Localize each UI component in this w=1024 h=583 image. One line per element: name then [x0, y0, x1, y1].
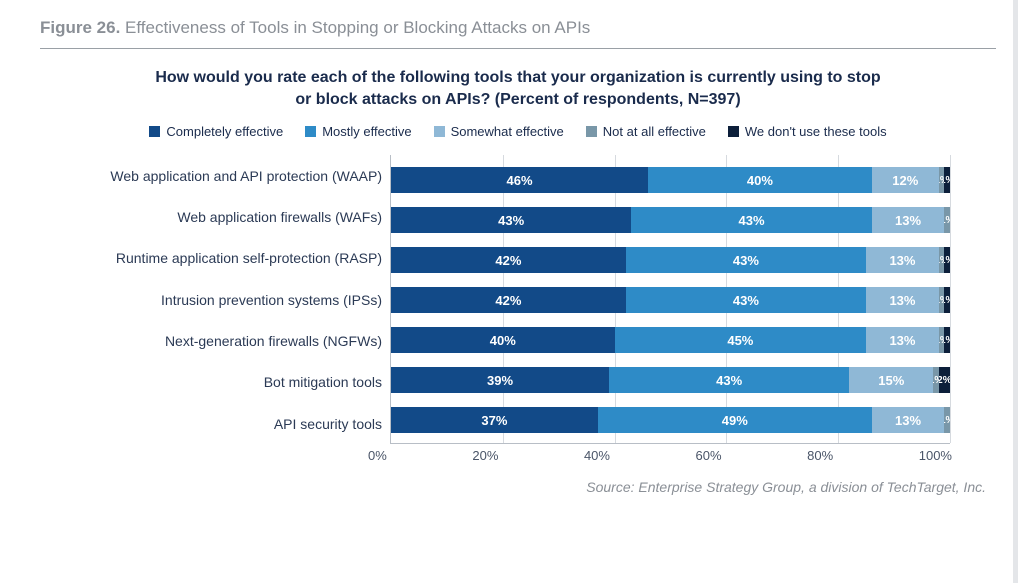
category-label: Web application and API protection (WAAP…	[50, 156, 382, 196]
bar-row: 42%43%13%1%1%	[391, 287, 950, 313]
figure-title: Figure 26. Effectiveness of Tools in Sto…	[40, 18, 996, 38]
legend-swatch	[305, 126, 316, 137]
figure-title-text: Effectiveness of Tools in Stopping or Bl…	[125, 18, 590, 37]
bar-segment: 13%	[872, 407, 945, 433]
bar-segment: 1%	[944, 407, 950, 433]
plot-area: 46%40%12%1%1%43%43%13%1%42%43%13%1%1%42%…	[390, 155, 950, 444]
legend: Completely effective Mostly effective Some…	[40, 124, 996, 139]
category-label: Next-generation firewalls (NGFWs)	[50, 321, 382, 361]
bar-segment: 37%	[391, 407, 598, 433]
bar-segment: 1%	[944, 207, 950, 233]
bar-row: 46%40%12%1%1%	[391, 167, 950, 193]
bar-segment: 13%	[866, 287, 939, 313]
bar-segment: 1%	[944, 287, 950, 313]
legend-label: Not at all effective	[603, 124, 706, 139]
legend-swatch	[728, 126, 739, 137]
bar-segment: 15%	[849, 367, 933, 393]
bar-row: 43%43%13%1%	[391, 207, 950, 233]
bar-segment: 40%	[648, 167, 872, 193]
scrollbar-track	[1013, 0, 1018, 583]
bar-segment: 1%	[944, 327, 950, 353]
bar-row: 42%43%13%1%1%	[391, 247, 950, 273]
bars-container: 46%40%12%1%1%43%43%13%1%42%43%13%1%1%42%…	[391, 163, 950, 443]
legend-label: We don't use these tools	[745, 124, 887, 139]
bar-segment: 1%	[944, 247, 950, 273]
bar-segment: 45%	[615, 327, 867, 353]
bar-segment: 42%	[391, 247, 626, 273]
bar-segment: 1%	[944, 167, 950, 193]
bar-row: 37%49%13%1%	[391, 407, 950, 433]
bar-segment: 13%	[872, 207, 945, 233]
legend-label: Mostly effective	[322, 124, 411, 139]
bar-segment: 43%	[609, 367, 849, 393]
legend-item: We don't use these tools	[728, 124, 887, 139]
bar-segment: 43%	[391, 207, 631, 233]
figure-label: Figure 26.	[40, 18, 120, 37]
chart-title: How would you rate each of the following…	[148, 67, 888, 110]
source-attribution: Source: Enterprise Strategy Group, a div…	[40, 479, 996, 495]
category-label: Runtime application self-protection (RAS…	[50, 238, 382, 278]
category-label: Bot mitigation tools	[50, 362, 382, 402]
category-label: API security tools	[50, 404, 382, 444]
legend-label: Somewhat effective	[451, 124, 564, 139]
legend-swatch	[586, 126, 597, 137]
legend-item: Not at all effective	[586, 124, 706, 139]
bar-segment: 46%	[391, 167, 648, 193]
y-axis-labels: Web application and API protection (WAAP…	[50, 155, 390, 444]
bar-segment: 13%	[866, 247, 939, 273]
legend-item: Somewhat effective	[434, 124, 564, 139]
legend-swatch	[149, 126, 160, 137]
bar-row: 40%45%13%1%1%	[391, 327, 950, 353]
title-divider	[40, 48, 996, 49]
bar-segment: 12%	[872, 167, 939, 193]
x-tick-label: 80%	[807, 448, 833, 463]
bar-row: 39%43%15%1%2%	[391, 367, 950, 393]
legend-swatch	[434, 126, 445, 137]
x-axis: 0% 20% 40% 60% 80% 100%	[368, 448, 952, 463]
x-tick-label: 60%	[696, 448, 722, 463]
bar-segment: 40%	[391, 327, 615, 353]
legend-item: Mostly effective	[305, 124, 411, 139]
x-axis-row: 0% 20% 40% 60% 80% 100%	[40, 444, 996, 463]
legend-item: Completely effective	[149, 124, 283, 139]
gridline	[950, 155, 951, 443]
bar-segment: 49%	[598, 407, 872, 433]
bar-segment: 2%	[939, 367, 950, 393]
bar-segment: 43%	[631, 207, 871, 233]
category-label: Web application firewalls (WAFs)	[50, 197, 382, 237]
x-tick-label: 0%	[368, 448, 387, 463]
bar-segment: 43%	[626, 287, 866, 313]
x-tick-label: 20%	[472, 448, 498, 463]
legend-label: Completely effective	[166, 124, 283, 139]
category-label: Intrusion prevention systems (IPSs)	[50, 280, 382, 320]
bar-segment: 13%	[866, 327, 939, 353]
bar-segment: 39%	[391, 367, 609, 393]
chart-area: Web application and API protection (WAAP…	[50, 155, 996, 444]
x-tick-label: 100%	[919, 448, 952, 463]
bar-segment: 43%	[626, 247, 866, 273]
x-tick-label: 40%	[584, 448, 610, 463]
bar-segment: 42%	[391, 287, 626, 313]
